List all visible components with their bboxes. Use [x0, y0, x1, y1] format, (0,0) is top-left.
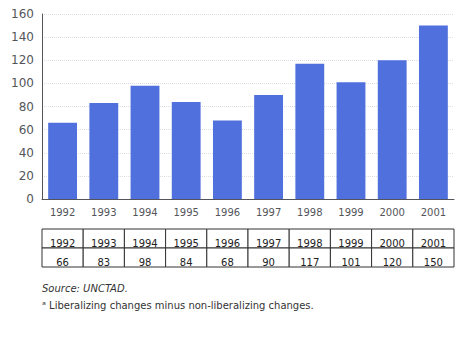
svg-text:83: 83	[97, 257, 110, 268]
svg-text:117: 117	[300, 257, 319, 268]
svg-text:98: 98	[139, 257, 152, 268]
svg-text:1998: 1998	[297, 207, 322, 218]
svg-text:68: 68	[221, 257, 234, 268]
svg-text:1993: 1993	[91, 238, 116, 249]
svg-text:1999: 1999	[338, 238, 363, 249]
svg-text:2001: 2001	[421, 238, 446, 249]
svg-text:1995: 1995	[173, 238, 198, 249]
svg-text:120: 120	[383, 257, 402, 268]
svg-text:40: 40	[19, 146, 34, 160]
svg-text:2001: 2001	[421, 207, 446, 218]
svg-text:140: 140	[11, 30, 34, 44]
svg-text:1998: 1998	[297, 238, 322, 249]
svg-text:80: 80	[19, 100, 34, 114]
svg-text:150: 150	[424, 257, 443, 268]
svg-text:66: 66	[56, 257, 69, 268]
svg-text:101: 101	[341, 257, 360, 268]
svg-text:1997: 1997	[256, 238, 281, 249]
svg-text:84: 84	[180, 257, 193, 268]
svg-text:1994: 1994	[132, 207, 157, 218]
svg-text:2000: 2000	[379, 238, 404, 249]
svg-text:1999: 1999	[338, 207, 363, 218]
svg-text:1997: 1997	[256, 207, 281, 218]
svg-text:1992: 1992	[50, 207, 75, 218]
svg-text:1996: 1996	[215, 238, 240, 249]
svg-text:90: 90	[262, 257, 275, 268]
svg-text:2000: 2000	[379, 207, 404, 218]
svg-text:ᵃ Liberalizing changes minus n: ᵃ Liberalizing changes minus non-liberal…	[42, 300, 314, 311]
svg-text:1996: 1996	[215, 207, 240, 218]
svg-text:1995: 1995	[173, 207, 198, 218]
svg-text:1992: 1992	[50, 238, 75, 249]
svg-text:0: 0	[26, 192, 34, 206]
svg-text:Source: UNCTAD.: Source: UNCTAD.	[42, 283, 128, 294]
svg-text:1994: 1994	[132, 238, 157, 249]
svg-text:20: 20	[19, 169, 34, 183]
svg-text:100: 100	[11, 76, 34, 90]
svg-text:60: 60	[19, 123, 34, 137]
svg-text:1993: 1993	[91, 207, 116, 218]
svg-text:120: 120	[11, 53, 34, 67]
svg-text:160: 160	[11, 7, 34, 21]
